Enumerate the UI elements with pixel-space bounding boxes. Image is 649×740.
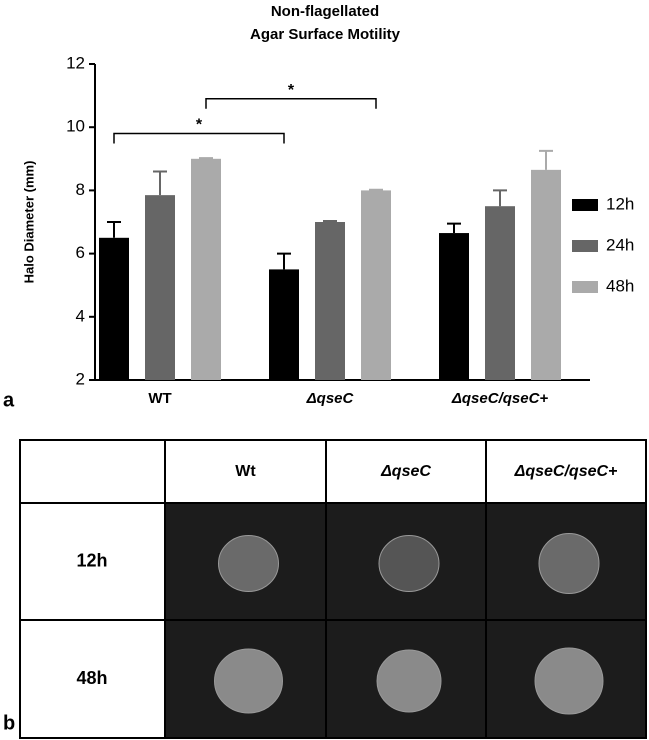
y-tick-label: 8 — [76, 180, 85, 199]
halo — [214, 648, 283, 714]
x-tick-label: WT — [148, 390, 171, 407]
legend-label: 24h — [606, 235, 634, 254]
chart-title: Non-flagellated — [271, 3, 379, 20]
column-header: ΔqseC — [380, 463, 431, 480]
error-bar — [447, 222, 461, 234]
halo — [378, 535, 440, 592]
corner-cell — [19, 439, 166, 504]
error-bar — [153, 170, 167, 196]
halo — [538, 533, 600, 594]
y-tick-label: 2 — [76, 369, 85, 388]
y-axis-label: Halo Diameter (mm) — [21, 161, 36, 284]
significance-bracket — [205, 98, 377, 109]
error-bar — [493, 189, 507, 207]
bar — [315, 222, 345, 380]
chart-title: Agar Surface Motility — [250, 26, 401, 43]
error-bar — [107, 221, 121, 238]
legend-swatch — [572, 240, 598, 252]
x-tick-label: ΔqseC — [306, 390, 355, 407]
y-tick-label: 6 — [76, 243, 85, 262]
bar — [145, 195, 175, 380]
legend-swatch — [572, 199, 598, 211]
bar — [269, 269, 299, 380]
x-tick-label: ΔqseC/qseC+ — [451, 390, 549, 407]
column-header: ΔqseC/qseC+ — [514, 463, 618, 480]
bar — [191, 158, 221, 380]
header-cell — [485, 439, 647, 504]
row-header: 12h — [76, 550, 107, 570]
bar — [361, 190, 391, 380]
error-bar — [199, 157, 213, 160]
significance-label: * — [196, 117, 203, 134]
y-tick-label: 12 — [66, 53, 85, 72]
legend-label: 12h — [606, 194, 634, 213]
significance-label: * — [288, 82, 295, 99]
halo — [376, 649, 442, 713]
error-bar — [323, 220, 337, 223]
panel-label: a — [3, 389, 15, 411]
error-bar — [539, 149, 553, 170]
error-bar — [369, 188, 383, 191]
halo — [218, 535, 279, 592]
error-bar — [277, 252, 291, 270]
panel-label: b — [3, 712, 15, 734]
bar — [439, 233, 469, 380]
y-tick-label: 10 — [66, 117, 85, 136]
column-header: Wt — [235, 463, 256, 480]
halo — [534, 647, 604, 715]
legend-label: 48h — [606, 276, 634, 295]
significance-bracket — [113, 132, 285, 144]
bar — [531, 169, 561, 380]
row-header: 48h — [76, 668, 107, 688]
row-header-cell — [19, 619, 166, 739]
legend-swatch — [572, 281, 598, 293]
bar — [99, 237, 129, 380]
bar — [485, 206, 515, 380]
y-tick-label: 4 — [76, 306, 85, 325]
